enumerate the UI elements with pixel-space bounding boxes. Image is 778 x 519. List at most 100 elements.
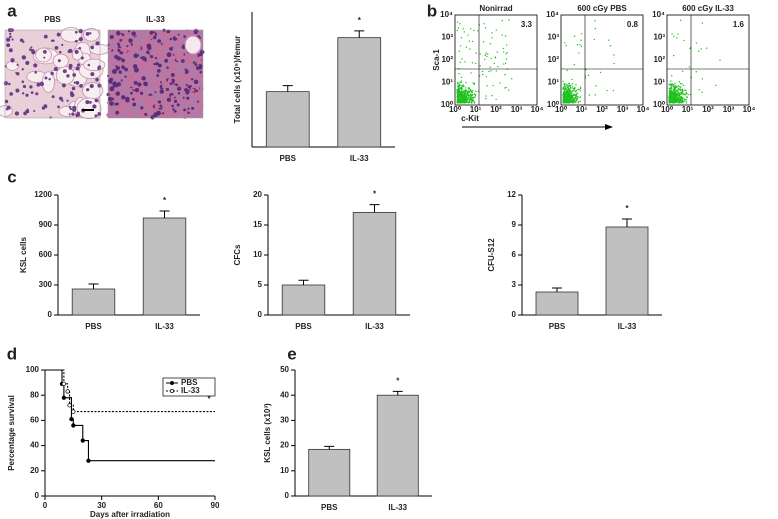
event-dot bbox=[674, 96, 677, 98]
y-tick-label: 10 bbox=[280, 466, 289, 475]
nucleus bbox=[66, 99, 69, 102]
nucleus bbox=[191, 88, 195, 92]
nucleus bbox=[21, 80, 25, 84]
event-dot bbox=[668, 97, 670, 99]
nucleus bbox=[120, 40, 125, 45]
nucleus bbox=[166, 29, 171, 34]
nucleus bbox=[141, 60, 146, 66]
event-dot bbox=[473, 29, 475, 32]
event-dot bbox=[505, 44, 508, 46]
nucleus bbox=[33, 63, 38, 68]
event-dot bbox=[459, 102, 462, 104]
event-dot bbox=[705, 47, 708, 49]
event-dot bbox=[570, 95, 573, 98]
event-dot bbox=[465, 81, 467, 84]
event-dot bbox=[613, 54, 615, 56]
nucleus bbox=[194, 63, 198, 66]
nucleus bbox=[97, 83, 102, 88]
event-dot bbox=[612, 89, 615, 92]
event-dot bbox=[562, 99, 564, 101]
nucleus bbox=[78, 37, 83, 42]
event-dot bbox=[685, 102, 688, 104]
event-dot bbox=[671, 83, 673, 85]
event-dot bbox=[670, 87, 673, 90]
event-dot bbox=[497, 65, 499, 68]
nucleus bbox=[72, 73, 77, 77]
event-dot bbox=[467, 88, 470, 90]
nucleus bbox=[61, 43, 64, 47]
event-dot bbox=[473, 93, 476, 95]
event-dot bbox=[672, 98, 674, 100]
survival-marker bbox=[71, 409, 76, 414]
nucleus bbox=[154, 56, 158, 60]
event-dot bbox=[566, 101, 568, 104]
survival-marker bbox=[80, 438, 85, 443]
event-dot bbox=[471, 90, 474, 92]
flow-title: 600 cGy IL-33 bbox=[682, 4, 734, 13]
event-dot bbox=[461, 88, 463, 90]
event-dot bbox=[670, 98, 673, 100]
nucleus bbox=[50, 71, 54, 76]
event-dot bbox=[695, 71, 697, 73]
nucleus bbox=[151, 66, 156, 72]
event-dot bbox=[462, 90, 464, 93]
nucleus bbox=[177, 33, 180, 36]
event-dot bbox=[472, 40, 474, 43]
survival-marker bbox=[67, 403, 72, 408]
event-dot bbox=[572, 97, 574, 99]
event-dot bbox=[460, 37, 463, 39]
error-bar bbox=[159, 210, 170, 218]
event-dot bbox=[679, 90, 682, 92]
nucleus bbox=[120, 113, 123, 116]
event-dot bbox=[482, 41, 485, 43]
nucleus bbox=[118, 70, 122, 74]
event-dot bbox=[562, 88, 564, 91]
event-dot bbox=[682, 70, 684, 72]
flow-y-tick: 10⁴ bbox=[440, 10, 453, 19]
event-dot bbox=[459, 45, 462, 47]
event-dot bbox=[565, 44, 568, 47]
event-dot bbox=[679, 86, 682, 88]
event-dot bbox=[678, 85, 680, 88]
event-dot bbox=[609, 45, 612, 47]
y-tick-label: 20 bbox=[280, 441, 289, 450]
event-dot bbox=[468, 101, 471, 104]
event-dot bbox=[464, 89, 466, 91]
flow-y-tick: 10¹ bbox=[653, 78, 665, 87]
event-dot bbox=[580, 39, 582, 41]
x-tick-label: PBS bbox=[280, 154, 297, 163]
nucleus bbox=[130, 91, 133, 95]
y-tick-label: 0 bbox=[285, 491, 290, 500]
event-dot bbox=[571, 83, 574, 85]
nucleus bbox=[114, 47, 119, 52]
event-dot bbox=[678, 95, 680, 97]
nucleus bbox=[117, 66, 121, 69]
flow-y-tick: 10² bbox=[653, 55, 665, 64]
event-dot bbox=[669, 95, 671, 98]
nucleus bbox=[136, 74, 142, 80]
event-dot bbox=[495, 70, 498, 72]
event-dot bbox=[568, 91, 570, 94]
nucleus bbox=[189, 75, 192, 78]
nucleus bbox=[48, 78, 51, 81]
event-dot bbox=[685, 89, 687, 92]
nucleus bbox=[157, 39, 162, 43]
event-dot bbox=[467, 34, 469, 36]
nucleus bbox=[159, 81, 163, 84]
y-tick-label: 300 bbox=[39, 280, 53, 289]
nucleus bbox=[170, 72, 175, 77]
nucleus bbox=[173, 109, 177, 113]
nucleus bbox=[149, 34, 154, 39]
event-dot bbox=[484, 58, 486, 61]
nucleus bbox=[171, 46, 174, 49]
event-dot bbox=[469, 94, 471, 96]
nucleus bbox=[94, 98, 99, 103]
event-dot bbox=[463, 85, 465, 88]
nucleus bbox=[6, 105, 11, 110]
nucleus bbox=[175, 76, 179, 80]
event-dot bbox=[682, 84, 685, 87]
nucleus bbox=[176, 103, 180, 107]
nucleus bbox=[165, 41, 171, 47]
nucleus bbox=[75, 81, 80, 85]
